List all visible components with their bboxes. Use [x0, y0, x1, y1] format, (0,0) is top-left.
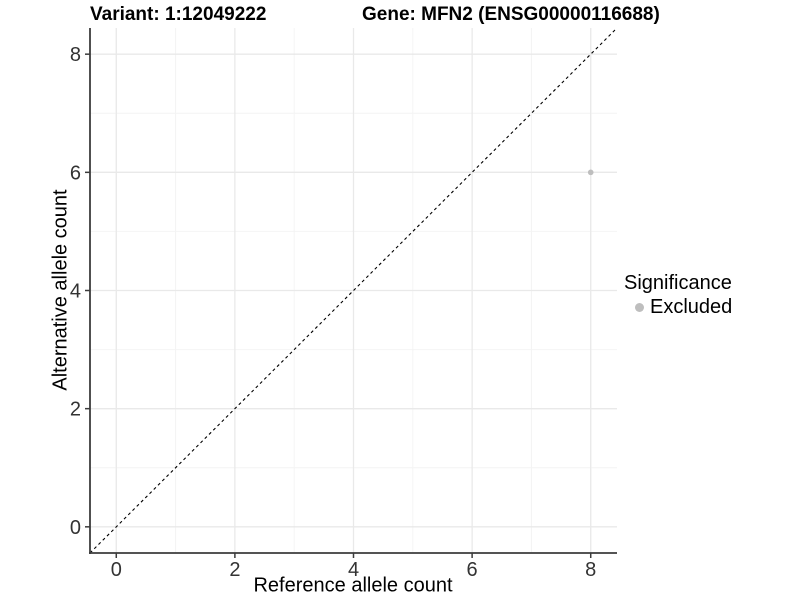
y-tick-label: 6 [70, 162, 81, 184]
x-tick-label: 6 [467, 559, 478, 581]
legend-point-swatch [635, 302, 644, 312]
y-tick-label: 8 [70, 44, 81, 66]
x-tick-label: 8 [585, 559, 596, 581]
y-tick-label: 0 [70, 517, 81, 539]
data-point [587, 169, 594, 176]
y-axis-title: Alternative allele count [49, 189, 72, 391]
legend-item-label: Excluded [650, 296, 733, 318]
x-tick-label: 4 [348, 559, 359, 581]
x-axis-title: Reference allele count [253, 574, 453, 597]
identity-reference-line [89, 27, 618, 554]
plot-title-variant: Variant: 1:12049222 [90, 4, 267, 25]
legend-title: Significance [624, 272, 732, 294]
x-tick-label: 0 [111, 559, 122, 581]
y-tick-label: 4 [70, 281, 81, 303]
legend-item-excluded: Excluded [624, 296, 732, 318]
legend: Significance Excluded [624, 272, 732, 318]
plot-title-gene: Gene: MFN2 (ENSG00000116688) [362, 4, 660, 25]
y-tick-label: 2 [70, 399, 81, 421]
x-tick-label: 2 [229, 559, 240, 581]
